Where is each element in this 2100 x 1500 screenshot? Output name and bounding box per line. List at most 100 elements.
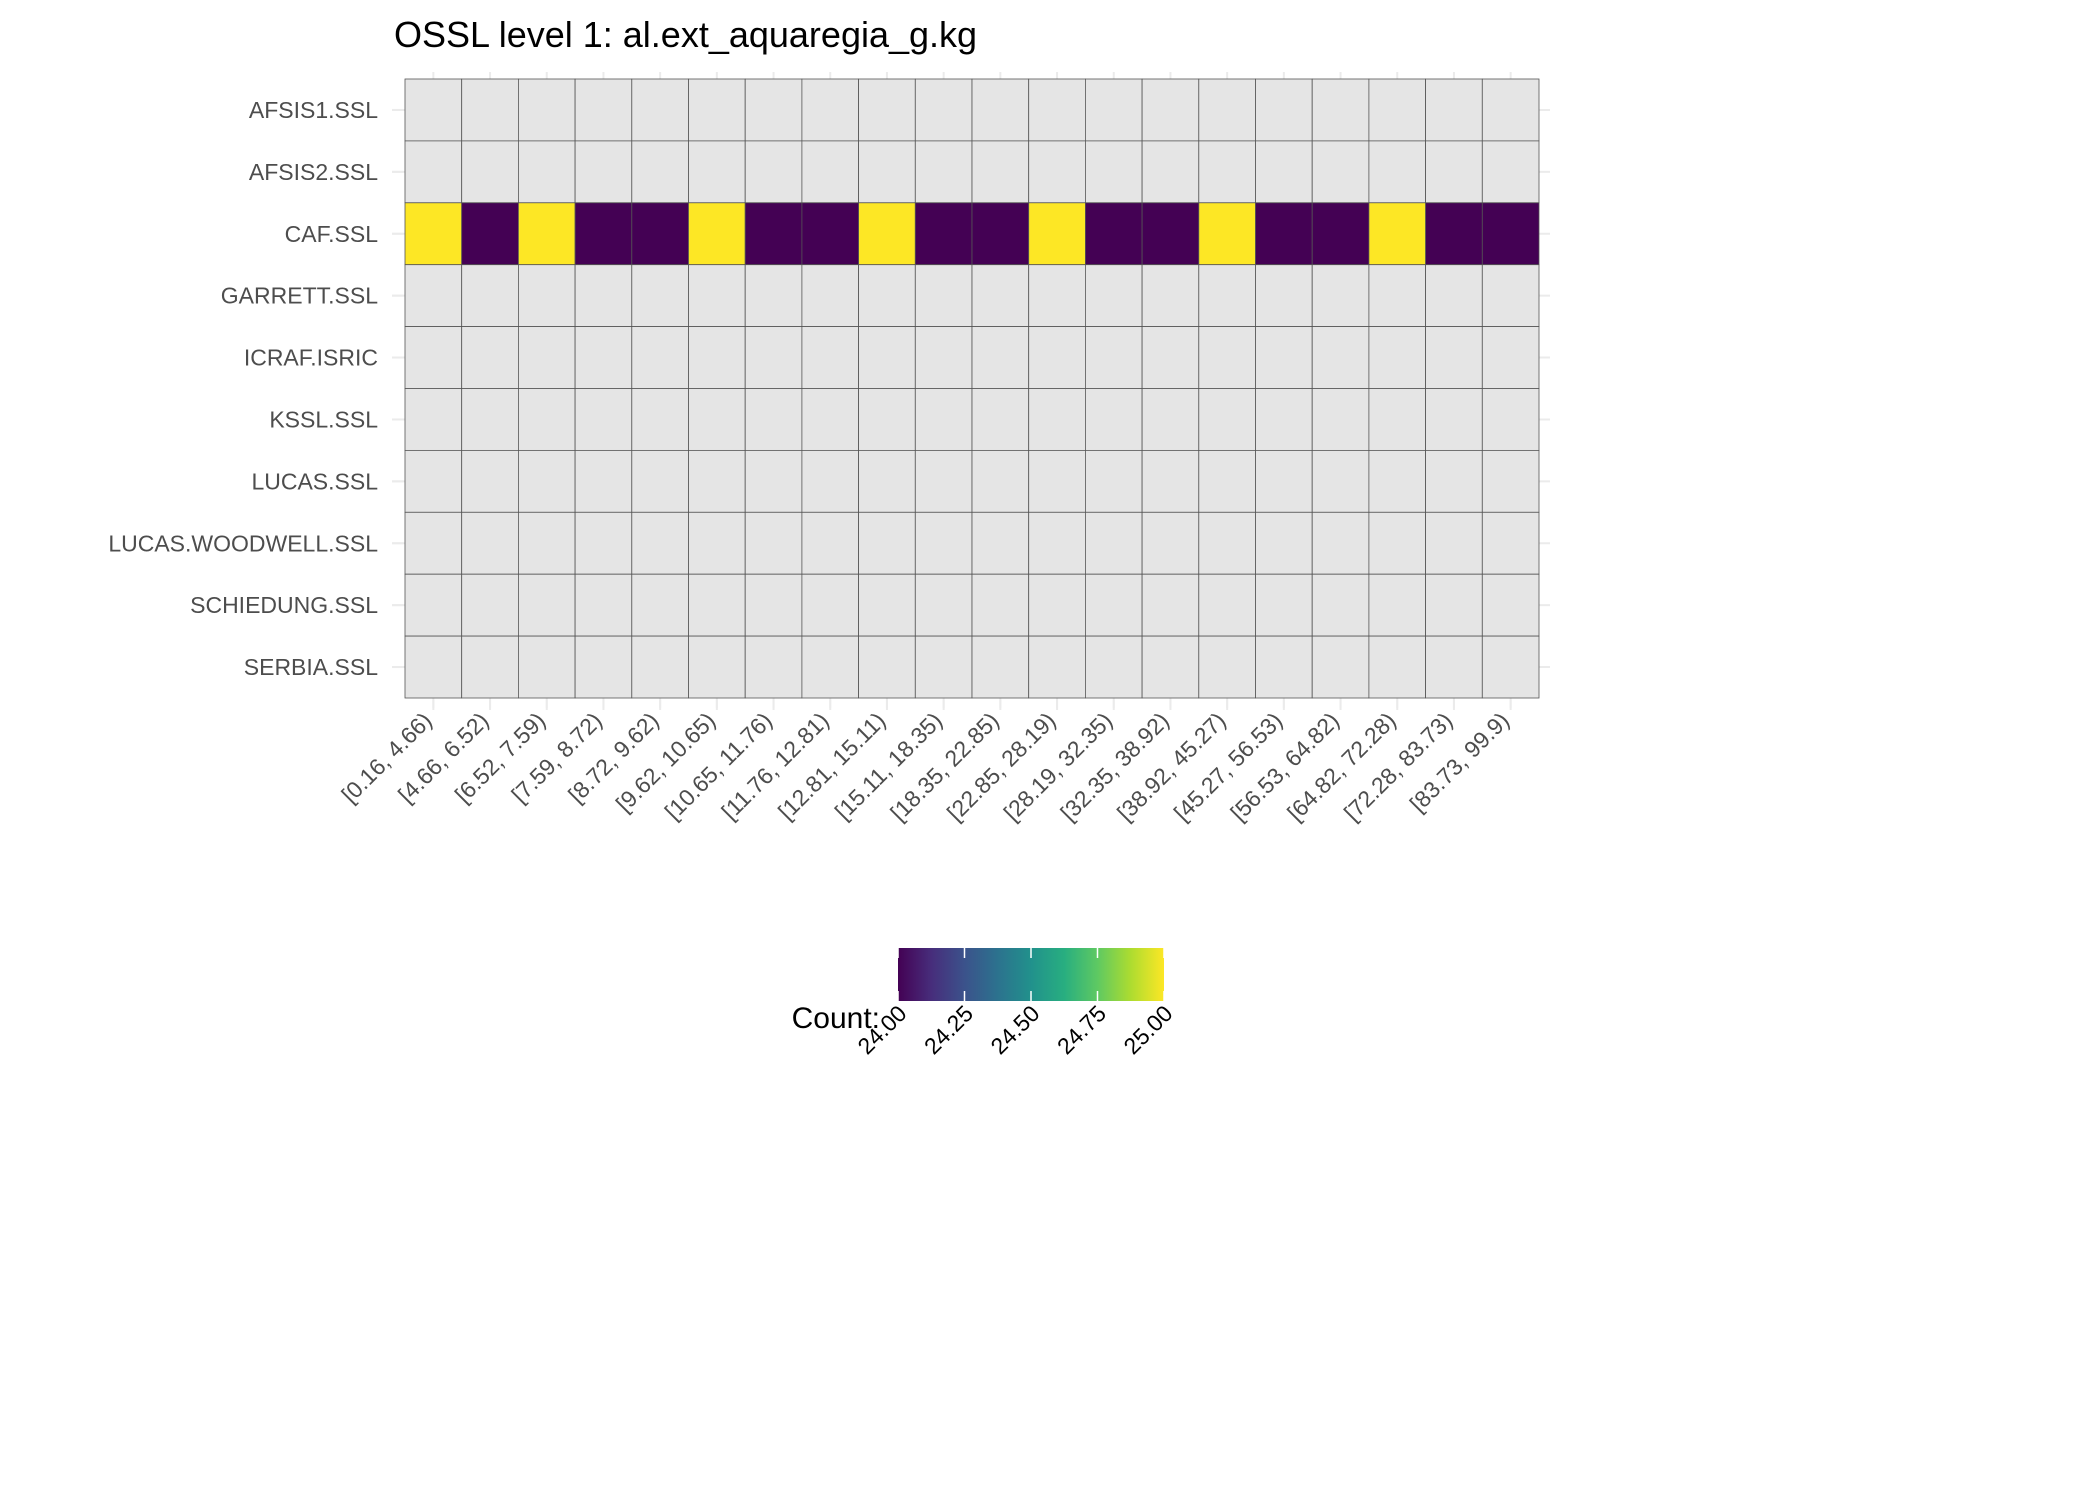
heatmap-cell (631, 78, 689, 142)
heatmap-cell (914, 140, 973, 204)
heatmap-cell (631, 635, 689, 699)
heatmap-cell (914, 635, 973, 699)
heatmap-cell (1481, 388, 1540, 451)
heatmap-cell (744, 573, 803, 637)
heatmap-cell (518, 326, 576, 389)
heatmap-cell (1141, 202, 1200, 266)
heatmap-cell (801, 140, 860, 204)
y-tick-label: LUCAS.WOODWELL.SSL (108, 530, 378, 556)
heatmap-cell (404, 573, 463, 637)
heatmap-cell (1311, 202, 1370, 266)
heatmap-cell (1311, 635, 1370, 699)
heatmap-cell (1368, 388, 1427, 451)
heatmap-cell (1028, 78, 1086, 142)
heatmap-cell (688, 78, 746, 142)
heatmap-cell (1141, 635, 1200, 699)
heatmap-cell (1425, 326, 1483, 389)
heatmap-cell (858, 511, 916, 575)
heatmap-cell (1255, 449, 1313, 513)
heatmap-cell (1198, 264, 1256, 328)
heatmap-cell (1481, 511, 1540, 575)
heatmap-cell (1198, 388, 1256, 451)
heatmap-cell (1198, 326, 1256, 389)
heatmap-cell (1481, 326, 1540, 389)
heatmap-cell (1085, 573, 1143, 637)
heatmap-cell (404, 78, 463, 142)
legend-tick-label: 24.75 (1052, 1000, 1111, 1059)
y-tick-label: LUCAS.SSL (251, 468, 378, 494)
heatmap-cell (518, 388, 576, 451)
heatmap-cell (914, 573, 973, 637)
heatmap-cell (1085, 202, 1143, 266)
heatmap-cell (574, 388, 633, 451)
heatmap-cell (1255, 202, 1313, 266)
heatmap-cell (1198, 573, 1256, 637)
heatmap-cell (1141, 449, 1200, 513)
heatmap-cell (1255, 326, 1313, 389)
heatmap-cell (1255, 388, 1313, 451)
heatmap-cell (971, 78, 1030, 142)
x-axis: [0.16, 4.66)[4.66, 6.52)[6.52, 7.59)[7.5… (336, 700, 1514, 826)
heatmap-cell (1425, 635, 1483, 699)
heatmap-cell (801, 326, 860, 389)
heatmap-cell (518, 449, 576, 513)
heatmap-cell (404, 326, 463, 389)
heatmap-cell (744, 140, 803, 204)
heatmap-cell (404, 449, 463, 513)
heatmap-cell (1141, 573, 1200, 637)
heatmap-cell (688, 511, 746, 575)
legend-tick-label: 24.50 (985, 1000, 1044, 1059)
y-tick-label: SERBIA.SSL (244, 654, 378, 680)
heatmap-cell (1141, 78, 1200, 142)
heatmap-cell (1481, 78, 1540, 142)
heatmap-cell (858, 326, 916, 389)
heatmap-cell (688, 635, 746, 699)
heatmap-cell (858, 264, 916, 328)
heatmap-cell (1311, 264, 1370, 328)
heatmap-cell (688, 202, 746, 266)
heatmap-cell (461, 202, 519, 266)
heatmap-cell (1425, 511, 1483, 575)
legend-tick-label: 25.00 (1118, 1000, 1177, 1059)
heatmap-cell (461, 573, 519, 637)
heatmap-cell (404, 511, 463, 575)
heatmap-cell (631, 264, 689, 328)
heatmap-cell (574, 635, 633, 699)
heatmap-cell (1028, 635, 1086, 699)
heatmap-cell (971, 449, 1030, 513)
heatmap-cell (1425, 140, 1483, 204)
heatmap-cell (574, 78, 633, 142)
heatmap-cell (1368, 326, 1427, 389)
heatmap-cell (461, 449, 519, 513)
heatmap-cell (404, 388, 463, 451)
heatmap-cell (404, 140, 463, 204)
heatmap-cell (1311, 78, 1370, 142)
heatmap-cell (914, 202, 973, 266)
heatmap-cell (1085, 511, 1143, 575)
heatmap-cell (461, 511, 519, 575)
heatmap-cell (1198, 202, 1256, 266)
y-tick-label: AFSIS2.SSL (249, 159, 378, 185)
heatmap-cell (1141, 264, 1200, 328)
heatmap-cell (914, 511, 973, 575)
heatmap-cell (461, 264, 519, 328)
heatmap-cell (1085, 140, 1143, 204)
heatmap-cell (688, 264, 746, 328)
heatmap-cell (858, 388, 916, 451)
heatmap-cell (971, 264, 1030, 328)
y-axis: AFSIS1.SSL AFSIS2.SSL CAF.SSL GARRETT.SSL IC… (108, 97, 403, 680)
heatmap-cell (1255, 78, 1313, 142)
heatmap-cell (1425, 449, 1483, 513)
heatmap-cell (1028, 264, 1086, 328)
heatmap-cell (801, 573, 860, 637)
heatmap-cell (971, 326, 1030, 389)
heatmap-cell (744, 388, 803, 451)
heatmap-cell (1425, 573, 1483, 637)
heatmap-cell (1028, 388, 1086, 451)
heatmap-cell (744, 264, 803, 328)
heatmap-cell (688, 573, 746, 637)
y-tick-label: KSSL.SSL (269, 406, 378, 432)
heatmap-cell (971, 140, 1030, 204)
heatmap-cell (1311, 388, 1370, 451)
heatmap-cell (461, 635, 519, 699)
